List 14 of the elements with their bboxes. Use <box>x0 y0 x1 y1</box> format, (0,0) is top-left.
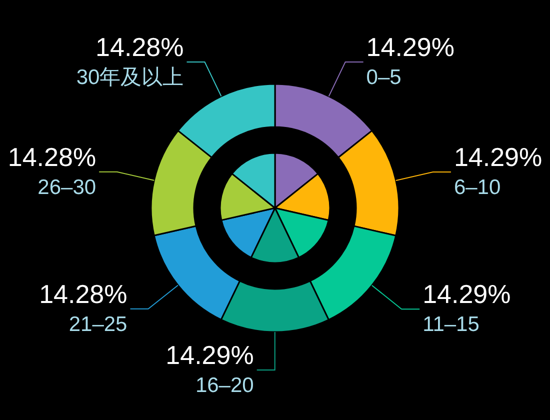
data-label: 14.28% <box>96 32 184 62</box>
slice-label: 21–25 <box>68 312 128 336</box>
data-label: 14.28% <box>8 142 96 172</box>
slice-label: 16–20 <box>195 374 254 397</box>
data-label: 14.29% <box>366 32 454 62</box>
slice-label: 0–5 <box>366 66 402 90</box>
data-label: 14.29% <box>422 279 511 310</box>
data-label: 14.29% <box>454 142 542 172</box>
slice-label: 6–10 <box>454 176 501 200</box>
slice-label: 11–15 <box>422 313 480 336</box>
slice-label: 30年及以上 <box>76 66 184 90</box>
data-label: 14.28% <box>39 278 128 309</box>
slice-label: 26–30 <box>38 176 96 199</box>
data-label: 14.29% <box>166 340 254 370</box>
